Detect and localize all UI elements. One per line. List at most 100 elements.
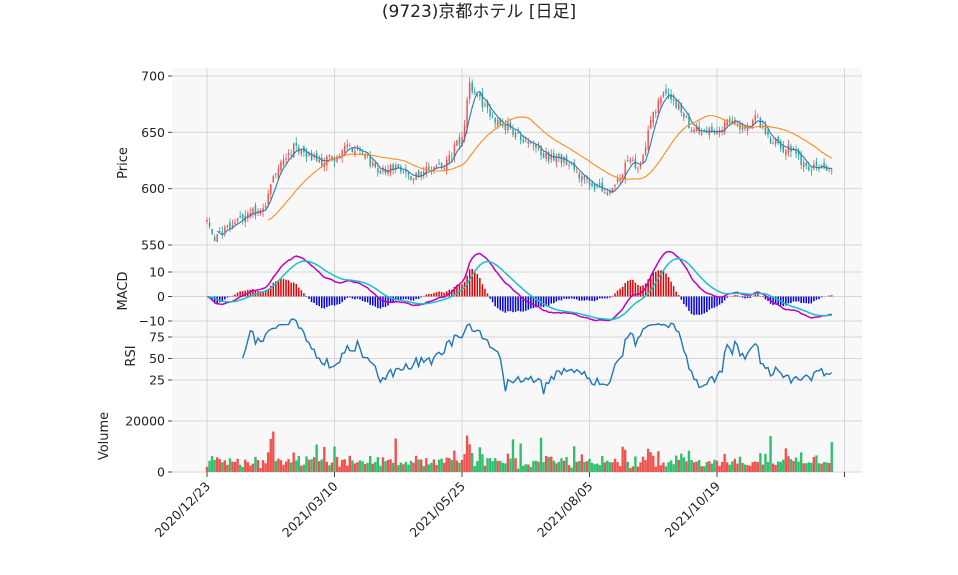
macd-histogram-bar	[606, 296, 609, 299]
volume-bar	[700, 466, 703, 472]
volume-bar	[412, 462, 415, 472]
macd-histogram-bar	[361, 296, 364, 301]
candle-body	[616, 178, 619, 182]
macd-histogram-bar	[598, 296, 601, 299]
macd-histogram-bar	[236, 292, 239, 297]
rsi-plot-area	[172, 325, 862, 396]
volume-bar	[567, 465, 571, 472]
candle-body	[476, 94, 479, 96]
candle-body	[555, 156, 558, 163]
macd-histogram-bar	[660, 270, 662, 297]
macd-histogram-bar	[308, 296, 310, 299]
volume-bar	[621, 446, 624, 472]
volume-bar	[287, 459, 290, 472]
candle-body	[262, 208, 264, 212]
macd-histogram-bar	[310, 296, 313, 303]
volume-bar	[534, 460, 538, 472]
candle-body	[343, 146, 346, 153]
candle-body	[573, 162, 575, 170]
macd-histogram-bar	[787, 296, 790, 304]
volume-bar	[256, 460, 260, 472]
candle-body	[252, 208, 254, 214]
volume-bar	[565, 456, 568, 472]
macd-histogram-bar	[616, 290, 619, 297]
macd-histogram-bar	[481, 284, 484, 297]
rsi-panel: 25 50 75	[149, 318, 862, 396]
macd-histogram-bar	[331, 296, 333, 306]
candle-body	[695, 127, 698, 132]
volume-bar	[774, 464, 777, 472]
volume-ytick-label: 0	[157, 465, 165, 480]
x-axis: 2020/12/23 2021/03/10 2021/05/25 2021/08/05…	[152, 472, 845, 540]
macd-histogram-bar	[275, 281, 277, 297]
macd-histogram-bar	[695, 296, 698, 315]
volume-bar	[608, 462, 612, 472]
candle-body	[466, 99, 468, 129]
candle-body	[644, 147, 647, 155]
candle-body	[410, 176, 412, 180]
macd-histogram-bar	[639, 286, 642, 297]
macd-histogram-bar	[683, 296, 685, 305]
volume-bar	[407, 464, 410, 472]
candle-body	[247, 212, 249, 219]
macd-histogram-bar	[749, 296, 751, 298]
macd-histogram-bar	[244, 290, 246, 297]
volume-panel: 0 20000	[125, 396, 862, 480]
candle-body	[280, 161, 282, 171]
volume-bar	[713, 459, 716, 472]
volume-bar	[805, 463, 808, 472]
volume-bar	[292, 452, 295, 472]
candle-body	[800, 153, 802, 166]
candle-body	[435, 166, 438, 169]
volume-bar	[593, 464, 596, 472]
candle-body	[675, 99, 677, 108]
volume-bar	[542, 462, 545, 472]
volume-bar	[460, 459, 464, 472]
macd-histogram-bar	[351, 296, 354, 299]
macd-histogram-bar	[356, 296, 359, 299]
candle-body	[295, 142, 297, 146]
volume-bar	[228, 458, 232, 472]
volume-bar	[807, 462, 810, 472]
volume-bar	[442, 462, 446, 472]
candle-body	[272, 176, 275, 183]
macd-histogram-bar	[456, 284, 458, 297]
volume-bar	[356, 462, 359, 472]
candle-body	[772, 143, 774, 144]
volume-bar	[274, 460, 278, 472]
volume-bar	[335, 456, 339, 472]
volume-bar	[629, 468, 632, 472]
candle-body	[527, 141, 530, 144]
volume-bar	[259, 468, 262, 472]
macd-histogram-bar	[494, 296, 496, 307]
volume-bar	[320, 459, 323, 472]
macd-histogram-bar	[451, 289, 453, 297]
volume-bar	[455, 460, 459, 472]
volume-bar	[267, 452, 270, 472]
candle-body	[372, 162, 374, 166]
candle-body	[285, 158, 287, 161]
volume-bar	[361, 461, 364, 472]
candle-body	[576, 172, 578, 173]
candle-body	[519, 135, 522, 141]
volume-bar	[420, 459, 423, 472]
macd-histogram-bar	[415, 296, 417, 300]
volume-bar	[718, 466, 721, 472]
candle-body	[479, 93, 481, 97]
candle-body	[254, 205, 257, 216]
x-tick-label: 2021/08/05	[534, 479, 596, 541]
macd-histogram-bar	[813, 296, 815, 302]
volume-bar	[741, 463, 744, 472]
volume-bar	[675, 455, 678, 472]
volume-bar	[697, 459, 701, 472]
volume-bar	[363, 463, 367, 472]
candle-body	[782, 146, 785, 153]
volume-bar	[703, 466, 706, 472]
macd-histogram-bar	[438, 291, 440, 297]
candle-body	[509, 122, 512, 128]
volume-bar	[384, 461, 387, 472]
volume-bar	[590, 462, 594, 472]
candle-body	[731, 120, 734, 124]
candle-body	[394, 165, 397, 170]
volume-bar	[514, 458, 517, 472]
